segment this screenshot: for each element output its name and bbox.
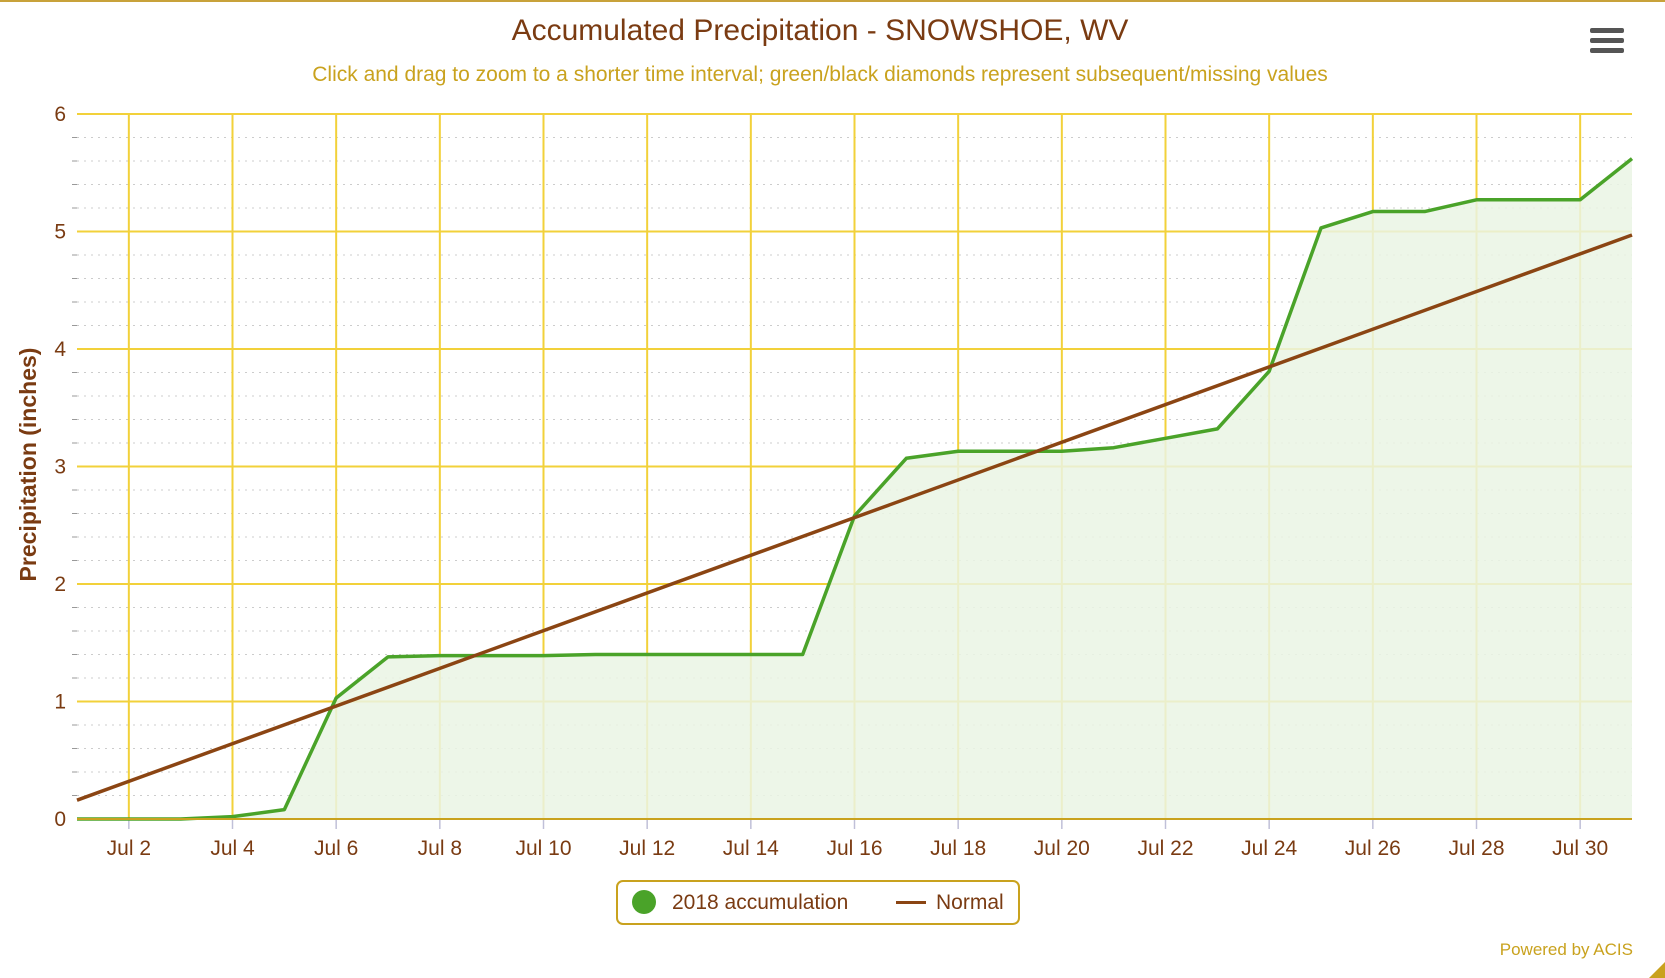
- hamburger-menu-icon[interactable]: [1590, 28, 1624, 58]
- accumulation-point: [489, 653, 495, 659]
- y-tick-label: 4: [54, 338, 66, 361]
- accumulation-point: [1577, 197, 1583, 203]
- x-tick-label: Jul 24: [1241, 837, 1297, 860]
- accumulation-point: [800, 652, 806, 658]
- x-tick-label: Jul 26: [1345, 837, 1401, 860]
- top-border: [0, 0, 1665, 2]
- x-tick-label: Jul 18: [930, 837, 986, 860]
- y-axis-title: Precipitation (inches): [15, 348, 41, 582]
- accumulation-point: [1214, 426, 1220, 432]
- y-tick-label: 2: [54, 573, 66, 596]
- menu-bar: [1590, 38, 1624, 43]
- accumulation-area: [77, 158, 1632, 819]
- normal-line: [76, 233, 1633, 802]
- menu-bar: [1590, 48, 1624, 53]
- y-tick-label: 5: [54, 221, 66, 244]
- x-tick-label: Jul 16: [826, 837, 882, 860]
- chart-legend: 2018 accumulation Normal: [616, 880, 1020, 925]
- legend-item-normal[interactable]: Normal: [896, 882, 1004, 923]
- accumulation-point: [1370, 209, 1376, 215]
- accumulation-point: [1474, 197, 1480, 203]
- accumulation-point: [1629, 156, 1635, 162]
- accumulation-point: [1111, 445, 1117, 451]
- y-tick-label: 0: [54, 808, 66, 831]
- accumulation-point: [1163, 435, 1169, 441]
- legend-marker-circle-icon: [632, 890, 656, 914]
- x-tick-label: Jul 6: [314, 837, 358, 860]
- legend-label: 2018 accumulation: [672, 891, 849, 914]
- x-tick-label: Jul 22: [1137, 837, 1193, 860]
- y-tick-label: 3: [54, 456, 66, 479]
- accumulation-point: [955, 448, 961, 454]
- accumulation-point: [644, 652, 650, 658]
- accumulation-point: [541, 653, 547, 659]
- accumulation-point: [748, 652, 754, 658]
- resize-corner: [1649, 962, 1665, 978]
- legend-label: Normal: [936, 891, 1004, 914]
- accumulation-point: [1059, 448, 1065, 454]
- x-tick-label: Jul 8: [418, 837, 462, 860]
- accumulation-point: [1007, 448, 1013, 454]
- menu-bar: [1590, 28, 1624, 33]
- accumulation-point: [333, 695, 339, 701]
- x-tick-label: Jul 4: [210, 837, 255, 860]
- accumulation-point: [592, 652, 598, 658]
- legend-marker-line-icon: [896, 901, 926, 904]
- x-tick-label: Jul 20: [1034, 837, 1090, 860]
- accumulation-point: [385, 654, 391, 660]
- accumulation-point: [696, 652, 702, 658]
- accumulation-point: [1422, 209, 1428, 215]
- x-tick-label: Jul 28: [1448, 837, 1504, 860]
- x-tick-label: Jul 14: [723, 837, 779, 860]
- accumulation-point: [1525, 197, 1531, 203]
- chart-subtitle: Click and drag to zoom to a shorter time…: [312, 63, 1328, 86]
- credits-link[interactable]: Powered by ACIS: [1499, 940, 1633, 959]
- accumulation-point: [1318, 225, 1324, 231]
- y-tick-label: 1: [54, 691, 66, 714]
- y-tick-label: 6: [54, 103, 66, 126]
- x-tick-label: Jul 12: [619, 837, 675, 860]
- accumulation-point: [903, 455, 909, 461]
- legend-item-2018-accumulation[interactable]: 2018 accumulation: [632, 882, 848, 923]
- accumulation-point: [437, 653, 443, 659]
- chart-title: Accumulated Precipitation - SNOWSHOE, WV: [511, 14, 1129, 47]
- accumulation-point: [281, 807, 287, 813]
- x-tick-label: Jul 10: [515, 837, 571, 860]
- x-tick-label: Jul 2: [107, 837, 151, 860]
- x-tick-label: Jul 30: [1552, 837, 1608, 860]
